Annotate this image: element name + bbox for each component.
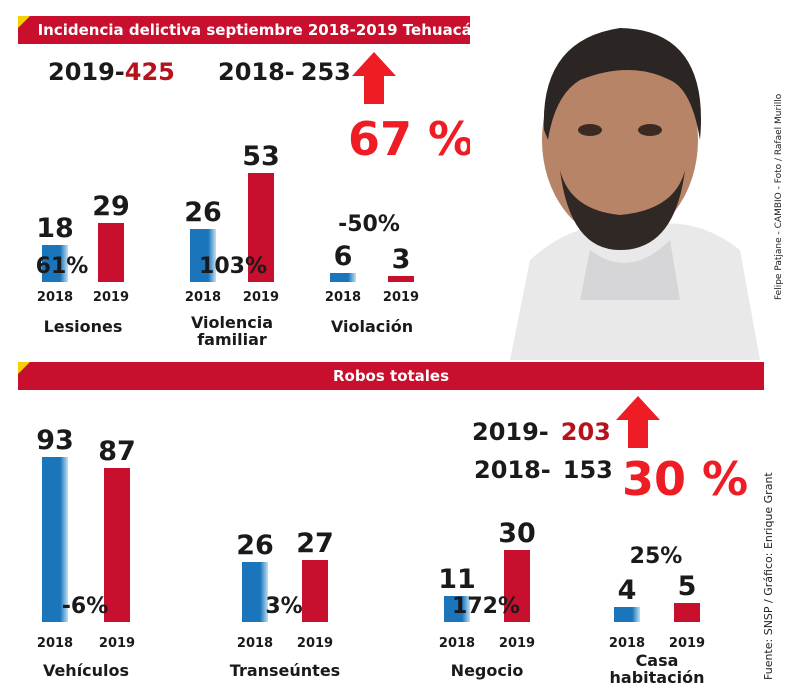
year-tick-label: 2019: [296, 636, 334, 651]
data-label: 18: [36, 213, 74, 245]
data-label: 11: [438, 563, 476, 595]
data-label: 30: [498, 518, 536, 549]
photo-credit: Felipe Patjane - CAMBIO - Foto / Rafael …: [774, 93, 784, 300]
total-change-top: 67 %: [348, 112, 475, 166]
bar-2018: [190, 228, 216, 282]
banner-corner-mark: [18, 362, 30, 374]
year-tick-label: 2018: [36, 636, 74, 651]
category-label: Vehículos: [42, 661, 130, 680]
year-tick-label: 2018: [438, 636, 476, 651]
bar-2019: [504, 550, 530, 622]
section-title: Robos totales: [332, 367, 450, 385]
page-title: Incidencia delictiva septiembre 2018-201…: [37, 21, 483, 39]
total-2018-top: 2018- 253: [218, 58, 351, 86]
data-label: 27: [296, 527, 334, 559]
category-label: Violación: [330, 317, 414, 336]
data-label: 4: [617, 574, 637, 606]
category-label: Violencia familiar: [190, 313, 274, 349]
source-credit: Fuente: SNSP / Gráfico: Enrique Grant: [762, 472, 775, 680]
year-tick-label: 2018: [324, 290, 362, 305]
bar-2019: [302, 559, 328, 622]
category-label: Negocio: [450, 661, 524, 680]
data-label: 6: [333, 241, 353, 272]
data-label: 3: [391, 244, 411, 275]
change-label: 3%: [265, 594, 303, 619]
section-banner: Robos totales: [18, 362, 764, 390]
arrow-up-icon: [616, 396, 660, 448]
year-tick-label: 2019: [498, 636, 536, 651]
category-label: Casa habitación: [609, 651, 705, 687]
change-label: -6%: [61, 594, 109, 619]
data-label: 26: [236, 530, 274, 562]
category-label: Lesiones: [43, 317, 123, 336]
data-label: 5: [677, 571, 697, 602]
bar-2018: [242, 562, 268, 622]
total-2019-top-value: 425: [124, 58, 175, 86]
bar-2019: [388, 276, 414, 282]
year-tick-label: 2019: [92, 290, 130, 305]
change-label: -50%: [338, 212, 400, 237]
portrait-photo: [470, 0, 770, 360]
year-tick-label: 2018: [36, 290, 74, 305]
change-label: 172%: [452, 594, 520, 619]
change-label: 103%: [199, 254, 267, 279]
year-tick-label: 2018: [236, 636, 274, 651]
year-tick-label: 2019: [382, 290, 420, 305]
bar-2018: [614, 606, 640, 622]
banner-corner-mark: [18, 16, 30, 28]
bar-2018: [330, 273, 356, 282]
change-label: 61%: [35, 254, 89, 279]
change-label: 25%: [629, 544, 683, 569]
total-change-bottom: 30 %: [622, 452, 749, 506]
header-banner: Incidencia delictiva septiembre 2018-201…: [18, 16, 502, 44]
total-2019-bottom: 2019- 203: [472, 418, 611, 446]
data-label: 53: [242, 141, 280, 173]
bar-2019: [98, 222, 124, 282]
total-2018-bottom-value: 153: [562, 456, 613, 484]
bar-2018: [42, 457, 68, 622]
data-label: 93: [36, 425, 74, 457]
total-2019-bottom-value: 203: [560, 418, 611, 446]
bar-2019: [104, 468, 130, 622]
year-tick-label: 2018: [608, 636, 646, 651]
year-tick-label: 2019: [242, 290, 280, 305]
category-label: Transeúntes: [229, 661, 341, 680]
total-2018-bottom: 2018- 153: [474, 456, 613, 484]
bar-2019: [674, 603, 700, 622]
data-label: 87: [98, 436, 136, 467]
data-label: 29: [92, 190, 130, 222]
bar-2018: [444, 595, 470, 622]
total-2018-top-value: 253: [300, 58, 351, 86]
year-tick-label: 2019: [98, 636, 136, 651]
arrow-up-icon: [352, 52, 396, 104]
bar-2019: [248, 173, 274, 282]
bar-2018: [42, 245, 68, 282]
data-label: 26: [184, 196, 222, 228]
year-tick-label: 2019: [668, 636, 706, 651]
year-tick-label: 2018: [184, 290, 222, 305]
total-2019-top: 2019-425: [48, 58, 175, 86]
